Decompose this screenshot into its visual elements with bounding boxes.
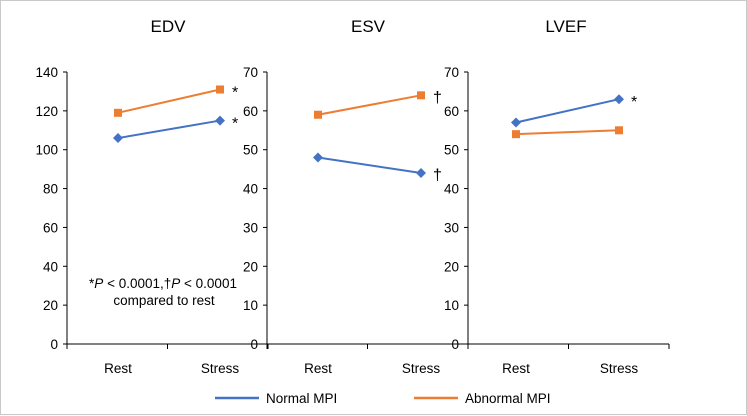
footnote-part: * — [89, 276, 95, 291]
data-point-abnormal-mpi — [114, 108, 122, 117]
data-point-normal-mpi — [113, 133, 123, 144]
y-tick-label: 0 — [50, 337, 58, 352]
x-tick-label: Rest — [104, 361, 132, 376]
y-tick-label: 20 — [444, 259, 459, 274]
data-point-normal-mpi — [215, 115, 225, 126]
footnote-part: < 0.0001, — [103, 276, 163, 291]
x-tick-label: Stress — [201, 361, 240, 376]
y-tick-label: 10 — [243, 298, 258, 313]
series-line-abnormal-mpi — [515, 129, 620, 136]
y-tick-label: 60 — [43, 220, 58, 235]
panel-title: EDV — [151, 17, 187, 36]
data-point-abnormal-mpi — [615, 126, 623, 135]
series-line-abnormal-mpi — [317, 94, 422, 116]
y-tick-label: 120 — [35, 104, 58, 119]
footnote-part: < 0.0001 — [180, 276, 237, 291]
footnote-part: P — [94, 276, 103, 291]
y-tick-label: 60 — [243, 104, 258, 119]
footnote-line-1: *P < 0.0001,†P < 0.0001 — [89, 276, 237, 291]
y-tick-label: 0 — [250, 337, 258, 352]
y-tick-label: 70 — [444, 65, 459, 80]
significance-mark: † — [433, 89, 442, 106]
y-tick-label: 0 — [451, 337, 459, 352]
x-tick-label: Rest — [304, 361, 332, 376]
data-point-abnormal-mpi — [314, 110, 322, 119]
y-tick-label: 50 — [444, 143, 459, 158]
y-tick-label: 30 — [444, 220, 459, 235]
series-line-abnormal-mpi — [117, 88, 221, 114]
y-tick-label: 140 — [35, 65, 58, 80]
x-tick-label: Stress — [402, 361, 441, 376]
data-point-abnormal-mpi — [417, 91, 425, 100]
y-tick-label: 60 — [444, 104, 459, 119]
legend: Normal MPI Abnormal MPI — [215, 391, 551, 406]
y-tick-label: 40 — [43, 259, 58, 274]
panel-title: ESV — [351, 17, 386, 36]
legend-label-normal-mpi: Normal MPI — [266, 391, 337, 406]
panel-esv: ESV 0 10 20 30 40 50 60 70 Rest Stress † † — [243, 17, 469, 376]
footnote-line-2: compared to rest — [113, 293, 215, 308]
series-line-normal-mpi — [515, 98, 620, 124]
panel-lvef: LVEF 0 10 20 30 40 50 60 70 Rest Stress * — [444, 17, 670, 376]
y-tick-label: 20 — [243, 259, 258, 274]
footnote-part: † — [164, 276, 172, 291]
series-line-normal-mpi — [317, 156, 422, 175]
data-point-abnormal-mpi — [216, 85, 224, 94]
y-tick-label: 10 — [444, 298, 459, 313]
data-point-normal-mpi — [614, 94, 624, 105]
y-tick-label: 30 — [243, 220, 258, 235]
footnote-part: P — [171, 276, 180, 291]
y-tick-label: 100 — [35, 143, 58, 158]
data-point-abnormal-mpi — [512, 130, 520, 139]
legend-label-abnormal-mpi: Abnormal MPI — [465, 391, 551, 406]
y-tick-label: 20 — [43, 298, 58, 313]
data-point-normal-mpi — [511, 117, 521, 128]
x-tick-label: Stress — [600, 361, 639, 376]
significance-mark: * — [232, 116, 238, 133]
series-line-normal-mpi — [117, 119, 221, 140]
data-point-normal-mpi — [416, 168, 426, 179]
x-tick-label: Rest — [502, 361, 530, 376]
data-point-normal-mpi — [313, 152, 323, 163]
significance-mark: † — [433, 167, 442, 184]
panel-title: LVEF — [545, 17, 586, 36]
y-tick-label: 50 — [243, 143, 258, 158]
significance-mark: * — [631, 94, 637, 111]
significance-mark: * — [232, 84, 238, 101]
y-tick-label: 40 — [444, 182, 459, 197]
y-tick-label: 70 — [243, 65, 258, 80]
y-tick-label: 40 — [243, 182, 258, 197]
y-tick-label: 80 — [43, 182, 58, 197]
